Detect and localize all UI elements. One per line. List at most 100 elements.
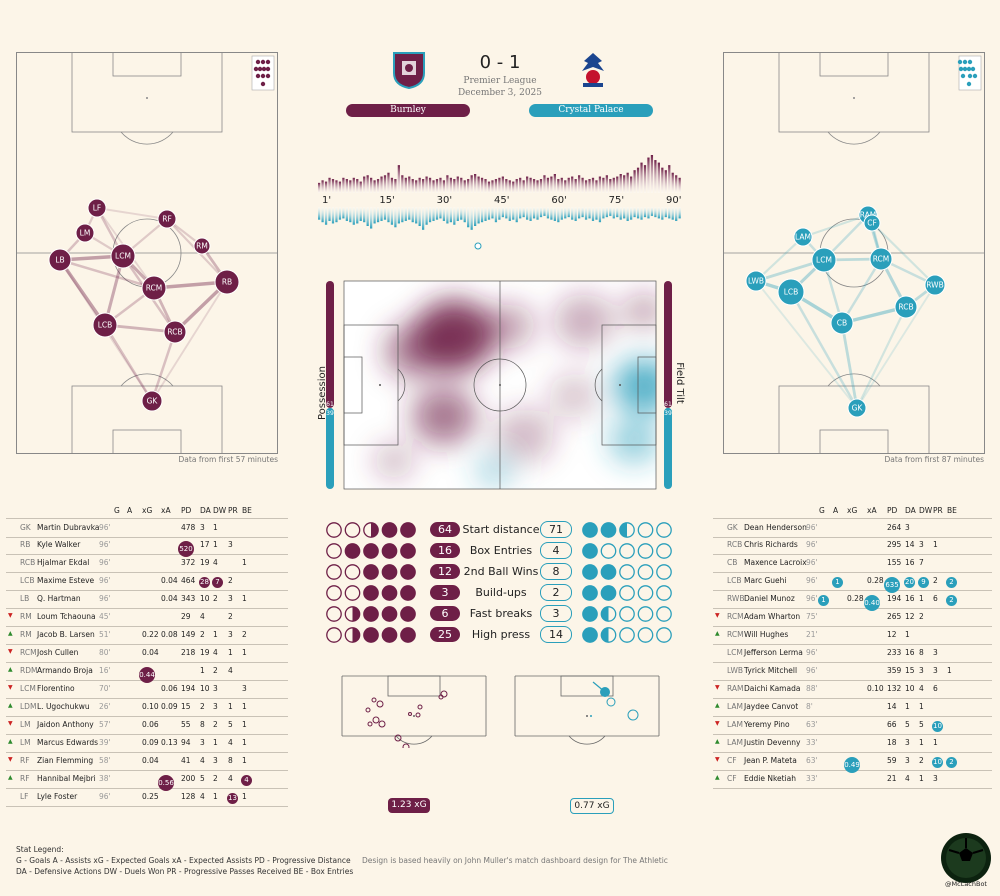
formation-dot xyxy=(260,81,266,87)
share-circle-fill xyxy=(400,543,416,559)
player-node-label: RB xyxy=(222,278,232,287)
away-momentum-bar xyxy=(453,207,456,225)
timeline-tick: 15' xyxy=(379,195,394,206)
highlight-badge: 4 xyxy=(241,775,252,786)
formation-icon xyxy=(957,55,982,91)
home-momentum-bar xyxy=(546,177,550,193)
pass-link xyxy=(96,207,168,220)
stat-cell: 10 xyxy=(200,594,210,603)
away-momentum-bar xyxy=(449,207,452,223)
stat-cell: 372 xyxy=(181,558,196,567)
player-row: GK Martin Dubravka 96' 478 3 1 xyxy=(6,518,288,538)
away-momentum-bar xyxy=(373,207,376,224)
home-stat-value: 6 xyxy=(430,606,460,621)
player-position: LWB xyxy=(727,666,744,675)
player-minutes: 96' xyxy=(99,558,111,567)
stat-cell: 2 xyxy=(919,612,924,621)
home-momentum-bar xyxy=(446,175,449,193)
share-circle-fill xyxy=(363,606,379,622)
player-name: Marc Guehi xyxy=(744,576,787,585)
stat-cell: 6 xyxy=(933,684,938,693)
share-circle-fill xyxy=(382,522,397,538)
home-shot xyxy=(417,704,423,710)
away-momentum-bar xyxy=(418,207,421,226)
player-name: Adam Wharton xyxy=(744,612,801,621)
share-circle xyxy=(326,627,342,643)
away-momentum-bar xyxy=(425,207,428,225)
sub-on-icon: ▲ xyxy=(8,738,13,745)
share-circle xyxy=(656,585,672,601)
share-circle-fill xyxy=(400,627,416,643)
column-header: xA xyxy=(161,506,171,515)
formation-dot xyxy=(260,59,266,65)
formation-dot xyxy=(257,66,263,72)
column-header: xA xyxy=(867,506,877,515)
share-circle xyxy=(637,522,654,538)
away-momentum-bar xyxy=(671,207,674,220)
player-name: Jaydee Canvot xyxy=(744,702,799,711)
home-shot xyxy=(440,690,448,698)
home-momentum-bar xyxy=(387,172,390,193)
player-node-label: GK xyxy=(147,397,159,406)
away-momentum-bar xyxy=(356,207,359,224)
column-header: PR xyxy=(933,506,943,515)
player-node-label: LB xyxy=(55,256,64,265)
player-position: RWB xyxy=(727,594,745,603)
home-momentum-bar xyxy=(338,181,342,193)
stat-cell: 8 xyxy=(919,648,924,657)
home-momentum-bar xyxy=(650,155,654,193)
column-header: PD xyxy=(887,506,898,515)
away-momentum-bar xyxy=(321,207,324,223)
bottom-penalty-arc xyxy=(120,373,174,387)
player-node-label: LCB xyxy=(784,288,799,297)
share-circles xyxy=(582,585,672,601)
away-momentum-bar xyxy=(335,207,338,223)
player-position: RAM xyxy=(727,684,744,693)
highlight-badge: 7 xyxy=(212,577,223,588)
share-circle-fill xyxy=(382,627,397,643)
formation-dot xyxy=(255,73,261,79)
player-row: RCB Hjalmar Ekdal 96' 372 19 4 1 xyxy=(6,554,288,573)
share-circle-fill xyxy=(400,585,416,601)
away-momentum-bar xyxy=(564,207,567,219)
heat-blob xyxy=(554,294,614,348)
share-circle xyxy=(326,606,342,622)
stat-cell: 5 xyxy=(200,774,205,783)
away-momentum-bar xyxy=(598,207,602,223)
home-momentum-bar xyxy=(578,175,581,193)
player-row: ▲ LDM L. Ugochukwu 26' 0.10 0.09 15 2 3 1 1 xyxy=(6,698,288,717)
home-momentum-bar xyxy=(636,167,640,193)
player-row: ▲ RM Jacob B. Larsen 51' 0.22 0.08 149 2 1 3 2 xyxy=(6,626,288,645)
stat-cell: 478 xyxy=(181,523,196,532)
field-tilt-label: Field Tilt xyxy=(674,362,685,404)
bottom-penalty-box xyxy=(778,385,930,454)
stat-cell: 218 xyxy=(181,648,196,657)
home-momentum-bar xyxy=(557,179,560,193)
home-momentum-bar xyxy=(529,177,532,193)
stat-cell: 1 xyxy=(213,792,218,801)
player-name: Jacob B. Larsen xyxy=(37,630,95,639)
share-circle xyxy=(326,522,342,538)
home-momentum-bar xyxy=(657,162,660,193)
stat-cell: 18 xyxy=(887,738,897,747)
stat-label: Build-ups xyxy=(475,586,527,599)
share-circle xyxy=(656,564,672,580)
column-header: xG xyxy=(142,506,153,515)
player-name: Florentino xyxy=(37,684,75,693)
formation-dot xyxy=(958,66,964,72)
player-minutes: 96' xyxy=(806,576,818,585)
player-minutes: 96' xyxy=(806,594,818,603)
player-node-label: RCB xyxy=(898,303,913,312)
heatmap-right-spot xyxy=(619,384,621,386)
home-momentum-bar xyxy=(359,181,362,193)
player-position: LM xyxy=(20,738,31,747)
stat-cell: 10 xyxy=(905,684,915,693)
column-header: G xyxy=(819,506,825,515)
away-stat-value: 14 xyxy=(540,626,572,643)
away-stat-value: 3 xyxy=(540,605,572,622)
top-penalty-box xyxy=(71,52,223,133)
stat-cell: 5 xyxy=(228,720,233,729)
heat-blob xyxy=(549,373,599,419)
sub-on-icon: ▲ xyxy=(715,630,720,637)
